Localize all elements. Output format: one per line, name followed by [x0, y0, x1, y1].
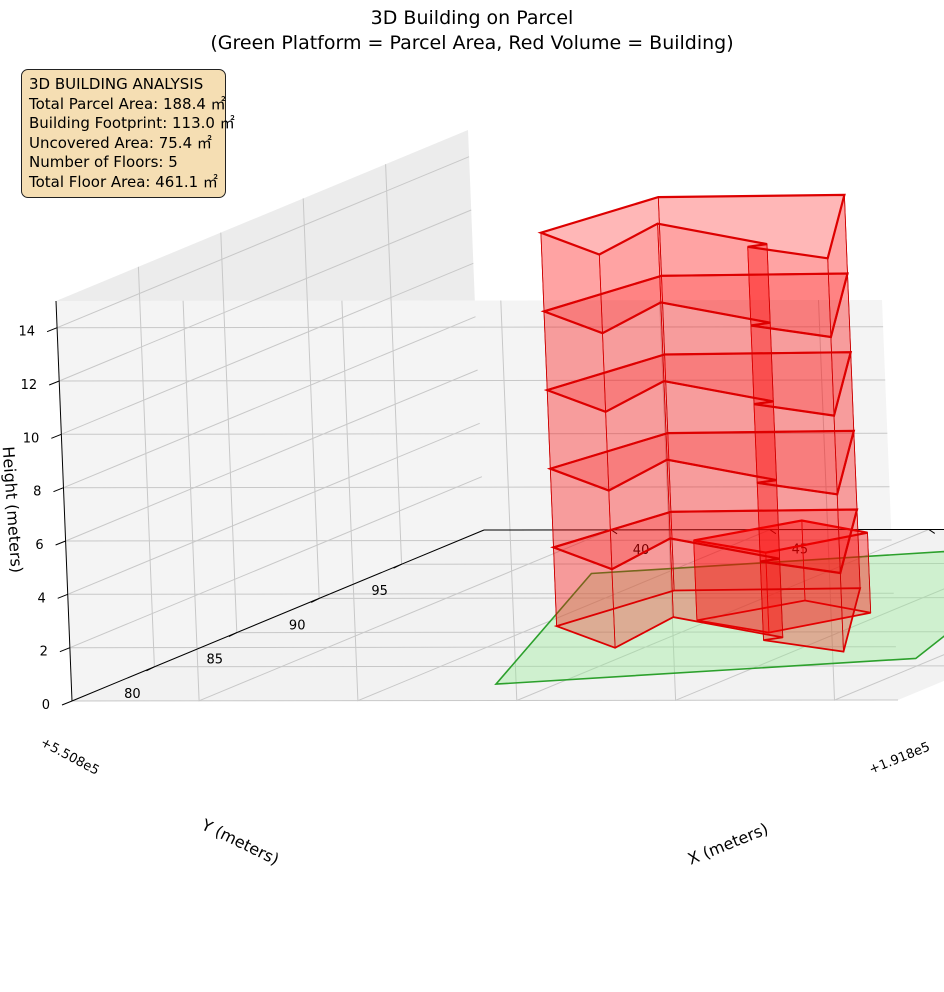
- y-axis-label: Y (meters): [198, 815, 283, 869]
- y-tick-mark: [393, 563, 402, 569]
- info-line-floor-area: Total Floor Area: 461.1 ㎡: [29, 172, 218, 191]
- y-axis-line: [71, 529, 485, 702]
- y-tick-mark: [228, 632, 238, 638]
- analysis-info-box: 3D BUILDING ANALYSIS Total Parcel Area: …: [21, 69, 235, 198]
- building-floor-5-bottom-face: [541, 272, 849, 339]
- x-tick-label: 40: [633, 543, 650, 558]
- z-tick-label: 6: [35, 538, 43, 553]
- floor-pane: [72, 529, 944, 701]
- z-tick-label: 0: [42, 698, 50, 713]
- z-tick-mark: [61, 700, 73, 706]
- y-tick-label: 90: [289, 618, 306, 633]
- parcel-platform: [494, 550, 944, 686]
- building-floor-4-bottom-face: [544, 351, 852, 417]
- plot-scene: [494, 193, 944, 686]
- y-tick-label: 95: [371, 584, 388, 599]
- tick-labels: 40455055608085909502468101214: [19, 325, 936, 713]
- building-floor-3-bottom-face: [547, 429, 855, 496]
- chart-title-block: 3D Building on Parcel (Green Platform = …: [0, 6, 944, 56]
- z-tick-mark: [46, 327, 58, 333]
- building-floor-5-top-face: [537, 193, 846, 260]
- z-tick-mark: [51, 433, 62, 439]
- x-offset-label: +1.918e5: [867, 740, 932, 778]
- z-tick-label: 4: [37, 591, 45, 606]
- info-line-uncovered: Uncovered Area: 75.4 ㎡: [29, 133, 212, 152]
- z-tick-mark: [53, 487, 64, 493]
- info-line-footprint: Building Footprint: 113.0 ㎡: [29, 114, 235, 132]
- z-tick-mark: [57, 593, 68, 599]
- x-tick-mark: [769, 529, 777, 535]
- chart-subtitle: (Green Platform = Parcel Area, Red Volum…: [210, 32, 734, 54]
- y-tick-label: 85: [207, 653, 224, 668]
- z-tick-label: 8: [33, 485, 41, 500]
- info-line-floors: Number of Floors: 5: [29, 153, 178, 171]
- y-tick-mark: [146, 666, 155, 672]
- axis-lines: [55, 300, 944, 702]
- z-tick-mark: [55, 540, 66, 546]
- z-tick-label: 10: [23, 431, 40, 446]
- building-floor-1-bottom-face: [553, 587, 862, 653]
- building-floor-2-bottom-face: [550, 508, 859, 575]
- z-tick-label: 2: [40, 645, 48, 660]
- z-axis-line: [55, 300, 73, 702]
- z-tick-mark: [59, 647, 71, 653]
- y-offset-label: +5.508e5: [38, 735, 102, 778]
- annex-volume-top-face: [693, 519, 868, 554]
- info-box-title: 3D BUILDING ANALYSIS: [29, 75, 204, 93]
- y-tick-mark: [310, 597, 320, 603]
- z-tick-label: 12: [21, 378, 38, 393]
- chart-title: 3D Building on Parcel: [370, 7, 574, 29]
- z-axis-label: Height (meters): [0, 446, 26, 574]
- y-tick-label: 80: [124, 687, 141, 702]
- z-tick-mark: [49, 380, 60, 386]
- info-line-parcel-area: Total Parcel Area: 188.4 ㎡: [29, 94, 226, 113]
- axis-panes: [56, 130, 944, 701]
- x-tick-mark: [928, 529, 936, 534]
- x-axis-label: X (meters): [685, 819, 771, 868]
- x-axis-line: [483, 528, 944, 531]
- z-tick-label: 14: [19, 325, 36, 340]
- annex-volume-bottom-face: [696, 599, 871, 634]
